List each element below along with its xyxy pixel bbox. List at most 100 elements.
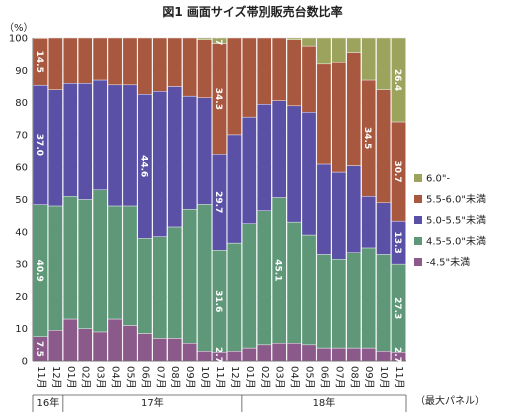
x-tick-label: 11月 bbox=[35, 366, 47, 389]
x-tick-label: 08月 bbox=[348, 366, 360, 389]
bar-segment bbox=[197, 97, 212, 205]
bar-segment bbox=[361, 37, 376, 81]
bar-segment bbox=[92, 331, 108, 362]
bar-segment bbox=[152, 236, 168, 339]
data-label: 29.7 bbox=[213, 191, 223, 213]
x-tick-label: 07月 bbox=[333, 366, 345, 389]
bar-segment bbox=[92, 37, 108, 81]
x-tick-label: 08月 bbox=[169, 366, 181, 389]
data-label: 1.7 bbox=[213, 30, 223, 46]
legend-label: 6.0"- bbox=[426, 174, 451, 185]
bar-segment bbox=[77, 37, 93, 84]
bar-segment bbox=[197, 39, 212, 98]
bar-segment bbox=[286, 37, 302, 40]
x-tick-label: 09月 bbox=[363, 366, 375, 389]
bar-segment bbox=[182, 95, 197, 210]
bar-segment bbox=[301, 234, 317, 346]
bar-segment bbox=[346, 165, 362, 253]
bar-segment bbox=[316, 347, 332, 362]
bar-segment bbox=[286, 343, 302, 362]
bar-segment bbox=[152, 338, 168, 362]
data-label: 2.7 bbox=[392, 347, 402, 363]
bar-segment bbox=[316, 37, 332, 65]
legend-label: 4.5-5.0"未満 bbox=[426, 236, 486, 248]
x-tick-label: 01月 bbox=[244, 366, 256, 389]
data-label: 14.5 bbox=[34, 51, 44, 73]
bar-segment bbox=[376, 351, 391, 362]
bar-segment bbox=[346, 52, 362, 166]
bar-segment bbox=[137, 333, 153, 362]
legend-swatch bbox=[414, 174, 422, 182]
y-axis-label: （%） bbox=[4, 22, 34, 34]
bar-segment bbox=[182, 343, 197, 362]
bar-segment bbox=[137, 37, 153, 95]
bar-segment bbox=[122, 205, 138, 326]
data-label: 37.0 bbox=[34, 134, 44, 156]
y-tick-label: 80 bbox=[15, 98, 28, 109]
bar-segment bbox=[107, 84, 123, 207]
y-tick-label: 90 bbox=[15, 66, 28, 77]
x-tick-label: 11月 bbox=[214, 366, 226, 389]
legend-label: -4.5"未満 bbox=[426, 257, 470, 269]
bar-segment bbox=[227, 37, 242, 136]
x-tick-label: 05月 bbox=[124, 366, 136, 389]
bar-segment bbox=[316, 63, 332, 165]
y-tick-label: 50 bbox=[15, 195, 28, 206]
bar-segment bbox=[122, 37, 138, 86]
legend-swatch bbox=[414, 237, 422, 245]
bar-segment bbox=[301, 45, 317, 113]
data-label: 34.3 bbox=[213, 88, 223, 110]
bar-segment bbox=[256, 37, 272, 105]
legend-swatch bbox=[414, 195, 422, 203]
data-label: 27.3 bbox=[392, 297, 402, 319]
bar-segment bbox=[346, 347, 362, 362]
bar-segment bbox=[256, 104, 272, 212]
data-label: 2.7 bbox=[213, 347, 223, 363]
x-tick-label: 09月 bbox=[184, 366, 196, 389]
bar-segment bbox=[286, 39, 302, 107]
bar-segment bbox=[376, 254, 391, 352]
year-group-label: 16年 bbox=[37, 396, 60, 409]
x-tick-label: 12月 bbox=[50, 366, 62, 389]
year-group-label: 18年 bbox=[313, 396, 336, 409]
bar-segment bbox=[376, 202, 391, 255]
bar-segment bbox=[152, 37, 168, 92]
data-label: 7.5 bbox=[34, 341, 44, 357]
x-tick-label: 06月 bbox=[139, 366, 151, 389]
bar-segment bbox=[182, 208, 197, 344]
legend-label: 5.5-6.0"未満 bbox=[426, 194, 486, 206]
y-tick-label: 100 bbox=[9, 34, 28, 45]
bar-segment bbox=[167, 338, 183, 362]
data-label: 40.9 bbox=[34, 260, 44, 282]
data-label: 45.1 bbox=[273, 259, 283, 281]
legend-swatch bbox=[414, 258, 422, 266]
bar-segment bbox=[122, 325, 138, 362]
bar-segment bbox=[63, 83, 78, 197]
x-tick-label: 07月 bbox=[154, 366, 166, 389]
x-tick-label: 11月 bbox=[393, 366, 405, 389]
bar-segment bbox=[242, 116, 257, 224]
bar-segment bbox=[301, 344, 317, 362]
bar-segment bbox=[286, 221, 302, 344]
data-label: 13.3 bbox=[392, 232, 402, 254]
bar-segment bbox=[271, 37, 287, 101]
bar-segment bbox=[107, 318, 123, 362]
y-tick-label: 40 bbox=[15, 227, 28, 238]
bar-segment bbox=[346, 37, 362, 53]
bar-segment bbox=[301, 37, 317, 47]
bar-segment bbox=[92, 189, 108, 333]
bar-segment bbox=[376, 37, 391, 90]
bar-segment bbox=[48, 89, 63, 207]
data-label: 26.4 bbox=[392, 69, 402, 91]
data-label: 34.5 bbox=[362, 127, 372, 149]
x-tick-label: 03月 bbox=[95, 366, 107, 389]
x-tick-label: 03月 bbox=[274, 366, 286, 389]
y-tick-label: 70 bbox=[15, 130, 28, 141]
bar-segment bbox=[346, 252, 362, 349]
x-tick-label: 10月 bbox=[378, 366, 390, 389]
bar-segment bbox=[242, 223, 257, 349]
y-tick-label: 0 bbox=[22, 357, 28, 368]
bar-segment bbox=[301, 112, 317, 236]
